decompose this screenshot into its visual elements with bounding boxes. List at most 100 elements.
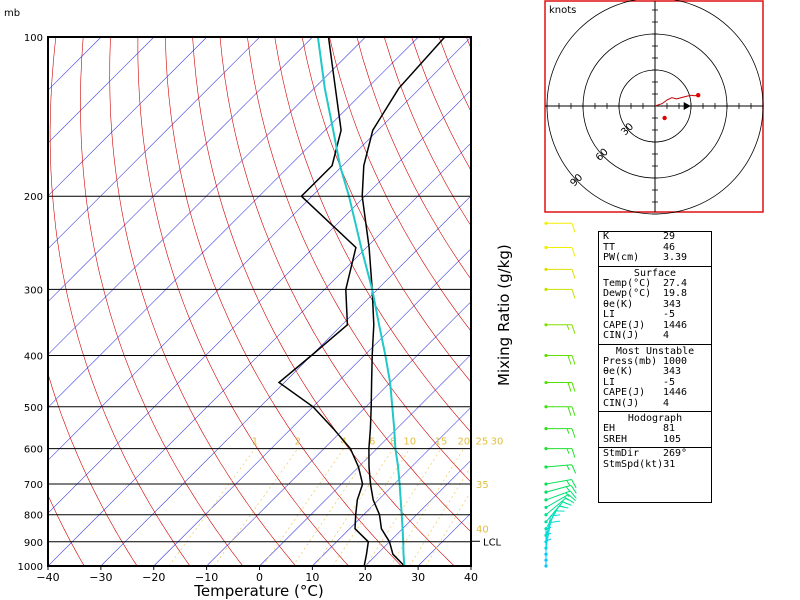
sfc-thetae-value: 343 (663, 298, 682, 310)
isotherm-line (48, 142, 471, 566)
wind-barb (544, 427, 576, 438)
mixing-ratio-line (389, 448, 465, 566)
wind-barb-staff (545, 505, 560, 529)
wind-barb (544, 497, 575, 517)
stmspd-value: 31 (663, 458, 676, 470)
wind-barb-flag (571, 464, 577, 474)
wind-barb (544, 520, 560, 550)
wind-barb-base (544, 498, 548, 502)
pressure-tick-label: 400 (24, 351, 43, 362)
wind-barb-base (544, 552, 548, 556)
wind-barb-flag (571, 382, 576, 392)
temperature-tick-label: 20 (358, 571, 372, 584)
pressure-tick-label: 100 (24, 33, 43, 44)
wind-barb-base (544, 323, 548, 327)
background-lines (48, 37, 800, 566)
sfc-li-value: -5 (663, 309, 676, 320)
wind-barb-base (544, 353, 548, 358)
wind-barb (544, 479, 577, 489)
isotherm-line (153, 248, 471, 566)
mixing-ratio-label: 20 (457, 437, 470, 448)
sfc-dewp-label: Dewp(°C) (603, 288, 652, 299)
wind-barb-base (544, 527, 548, 531)
dry-adiabat-line (48, 372, 138, 566)
hodograph-start-dot (662, 115, 667, 121)
wind-barb-flag (567, 382, 572, 392)
wind-barb-flag (571, 479, 577, 489)
wind-barb-flag (571, 223, 576, 233)
sfc-li-label: LI (603, 309, 616, 320)
wind-barb-flag (550, 520, 560, 523)
sfc-temp-label: Temp(°C) (603, 277, 652, 289)
profiles (277, 37, 446, 566)
wind-barb-base (544, 564, 548, 568)
dry-adiabat-line (356, 37, 471, 280)
isotherm-line (48, 37, 419, 408)
wind-barb-staff (545, 522, 552, 549)
hodograph-header: Hodograph (627, 413, 683, 424)
temperature-tick-label: −30 (89, 571, 112, 584)
pw-value: 3.39 (663, 252, 688, 263)
dry-adiabat-line (109, 37, 296, 566)
wind-barb-base (544, 490, 548, 494)
pw-label: PW(cm) (603, 252, 640, 263)
k-label: K (603, 231, 610, 242)
wind-barb (544, 464, 577, 474)
wind-barb-base (544, 482, 548, 486)
mixing-ratio-label: 25 (476, 437, 489, 448)
wind-barb-flag (571, 355, 576, 365)
wind-barb-base (544, 287, 548, 291)
wind-barb (544, 484, 577, 494)
isotherm-line (259, 354, 471, 566)
mixing-ratio-label: 10 (403, 437, 416, 448)
mixing-ratio-label: 30 (491, 437, 504, 448)
mu-thetae-label: θe(K) (603, 366, 634, 377)
isotherm-line (48, 37, 471, 461)
pressure-tick-label: 800 (24, 511, 43, 522)
mixing-ratio-line (332, 448, 411, 566)
wind-barb-half-flag (566, 324, 570, 330)
wind-barb (544, 287, 576, 299)
mu-cape-label: CAPE(J) (603, 387, 646, 398)
wind-barb-flag (568, 494, 576, 502)
wind-barb-flag (567, 355, 572, 365)
eh-value: 81 (663, 423, 676, 434)
wind-barb-base (544, 533, 548, 537)
mu-cin-value: 4 (663, 397, 670, 409)
wind-barb (544, 353, 576, 365)
sfc-temp-value: 27.4 (663, 277, 688, 289)
wind-barb-base (544, 245, 548, 250)
surface-header: Surface (633, 267, 677, 279)
isotherm-line (48, 37, 155, 144)
eh-label: EH (603, 423, 616, 434)
sfc-cin-label: CIN(J) (603, 330, 640, 341)
mu-thetae-value: 343 (663, 366, 682, 377)
wind-barb-staff (545, 490, 571, 501)
theta-label: 40 (476, 525, 489, 536)
dry-adiabat-line (274, 37, 471, 433)
wind-barb-flag (571, 247, 576, 257)
mixing-ratio-label: 15 (435, 437, 448, 448)
dry-adiabat-line (795, 37, 800, 566)
dry-adiabat-line (219, 37, 471, 533)
wind-barb-flag (571, 324, 576, 334)
temperature-tick-label: 0 (256, 571, 263, 584)
wind-barb-base (544, 465, 548, 469)
wind-barb-half-flag (561, 500, 568, 505)
wind-barb-base (544, 447, 548, 451)
sfc-dewp-value: 19.8 (663, 288, 688, 299)
wind-barb-flag (550, 514, 560, 517)
mixing-ratio-axis-title: Mixing Ratio (g/kg) (495, 244, 513, 386)
mixing-ratio-line (213, 448, 299, 566)
pressure-tick-label: 1000 (18, 562, 43, 573)
wind-barb-staff (545, 494, 569, 508)
stmdir-value: 269° (663, 448, 688, 459)
wind-barb-half-flag (565, 492, 570, 498)
wind-barb-staff (545, 501, 564, 523)
mixing-ratio-line (262, 448, 345, 566)
wind-barb-half-flag (559, 505, 565, 508)
isotherm-line (312, 406, 471, 566)
pressure-tick-label: 500 (24, 403, 43, 414)
